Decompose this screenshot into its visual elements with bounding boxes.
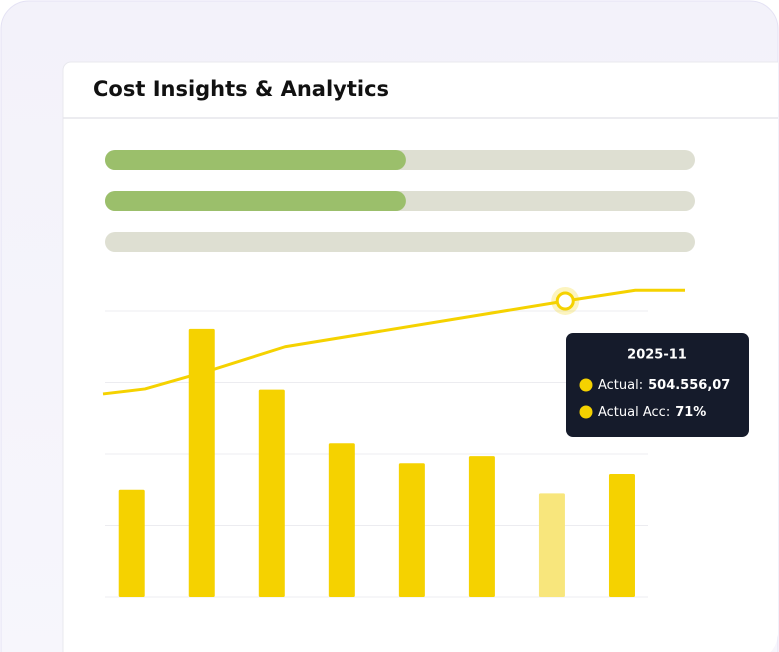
tooltip-title: 2025-11 [627, 348, 687, 363]
line-series [102, 288, 685, 396]
legend-dot [579, 405, 593, 419]
bar [398, 463, 425, 597]
progress-track [105, 232, 695, 252]
bar [258, 389, 285, 597]
legend-dot [579, 378, 593, 392]
bar [468, 456, 495, 597]
bar [538, 493, 565, 597]
row-label: Actual Acc: [598, 405, 670, 420]
tooltip-row: Actual: 504.556,07 [598, 378, 730, 393]
progress-fill [105, 191, 406, 211]
bar [608, 474, 635, 597]
tooltip-box [566, 333, 749, 437]
bar [328, 443, 355, 597]
highlight-point [555, 291, 575, 311]
row-label: Actual: [598, 378, 643, 393]
bar [188, 328, 215, 597]
row-value: 504.556,07 [648, 378, 730, 393]
tooltip-row: Actual Acc: 71% [598, 405, 706, 420]
tooltip: 2025-11 Actual: 504.556,07 Actual Acc: 71% [566, 333, 749, 437]
content [102, 150, 695, 598]
row-value: 71% [675, 405, 706, 420]
bar [118, 489, 145, 597]
card-title: Cost Insights & Analytics [93, 77, 389, 101]
progress-fill [105, 150, 406, 170]
